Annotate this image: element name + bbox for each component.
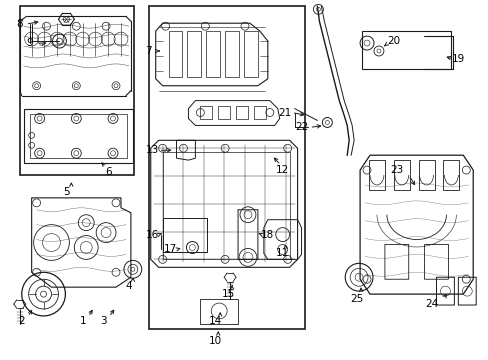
Text: 13: 13 <box>146 145 159 155</box>
Text: 19: 19 <box>451 54 464 64</box>
Bar <box>218 105 230 120</box>
Bar <box>253 105 265 120</box>
Bar <box>418 160 434 190</box>
Text: 21: 21 <box>278 108 291 117</box>
Text: 10: 10 <box>208 336 222 346</box>
Text: 9: 9 <box>26 38 33 48</box>
Bar <box>206 31 220 77</box>
Text: 16: 16 <box>146 230 159 239</box>
Bar <box>393 160 409 190</box>
Bar <box>224 31 239 77</box>
Bar <box>200 299 238 324</box>
Text: 11: 11 <box>276 248 289 258</box>
Bar <box>361 31 450 69</box>
Text: 3: 3 <box>100 316 106 326</box>
Bar <box>443 160 458 190</box>
Text: 17: 17 <box>163 244 177 255</box>
Bar <box>236 105 247 120</box>
Bar <box>368 160 384 190</box>
Bar <box>163 152 289 260</box>
Bar <box>30 113 127 158</box>
Text: 20: 20 <box>386 36 400 46</box>
Text: 1: 1 <box>80 316 86 326</box>
Text: 23: 23 <box>389 165 403 175</box>
Bar <box>163 218 207 252</box>
Text: 22: 22 <box>294 122 307 132</box>
Bar <box>20 6 134 175</box>
Text: 8: 8 <box>17 19 23 29</box>
Text: 25: 25 <box>350 294 363 304</box>
Text: 14: 14 <box>208 316 222 326</box>
Text: 2: 2 <box>19 316 25 326</box>
Text: 6: 6 <box>105 167 112 177</box>
Bar <box>24 109 133 163</box>
Bar <box>148 6 304 329</box>
Bar <box>168 31 182 77</box>
Text: 15: 15 <box>221 289 234 299</box>
Text: 4: 4 <box>125 281 132 291</box>
Bar <box>244 31 257 77</box>
Text: 5: 5 <box>63 187 70 197</box>
Bar <box>187 31 201 77</box>
Text: 24: 24 <box>424 299 437 309</box>
Text: 18: 18 <box>261 230 274 239</box>
Text: 12: 12 <box>276 165 289 175</box>
Bar <box>200 105 212 120</box>
Text: 7: 7 <box>145 46 152 56</box>
